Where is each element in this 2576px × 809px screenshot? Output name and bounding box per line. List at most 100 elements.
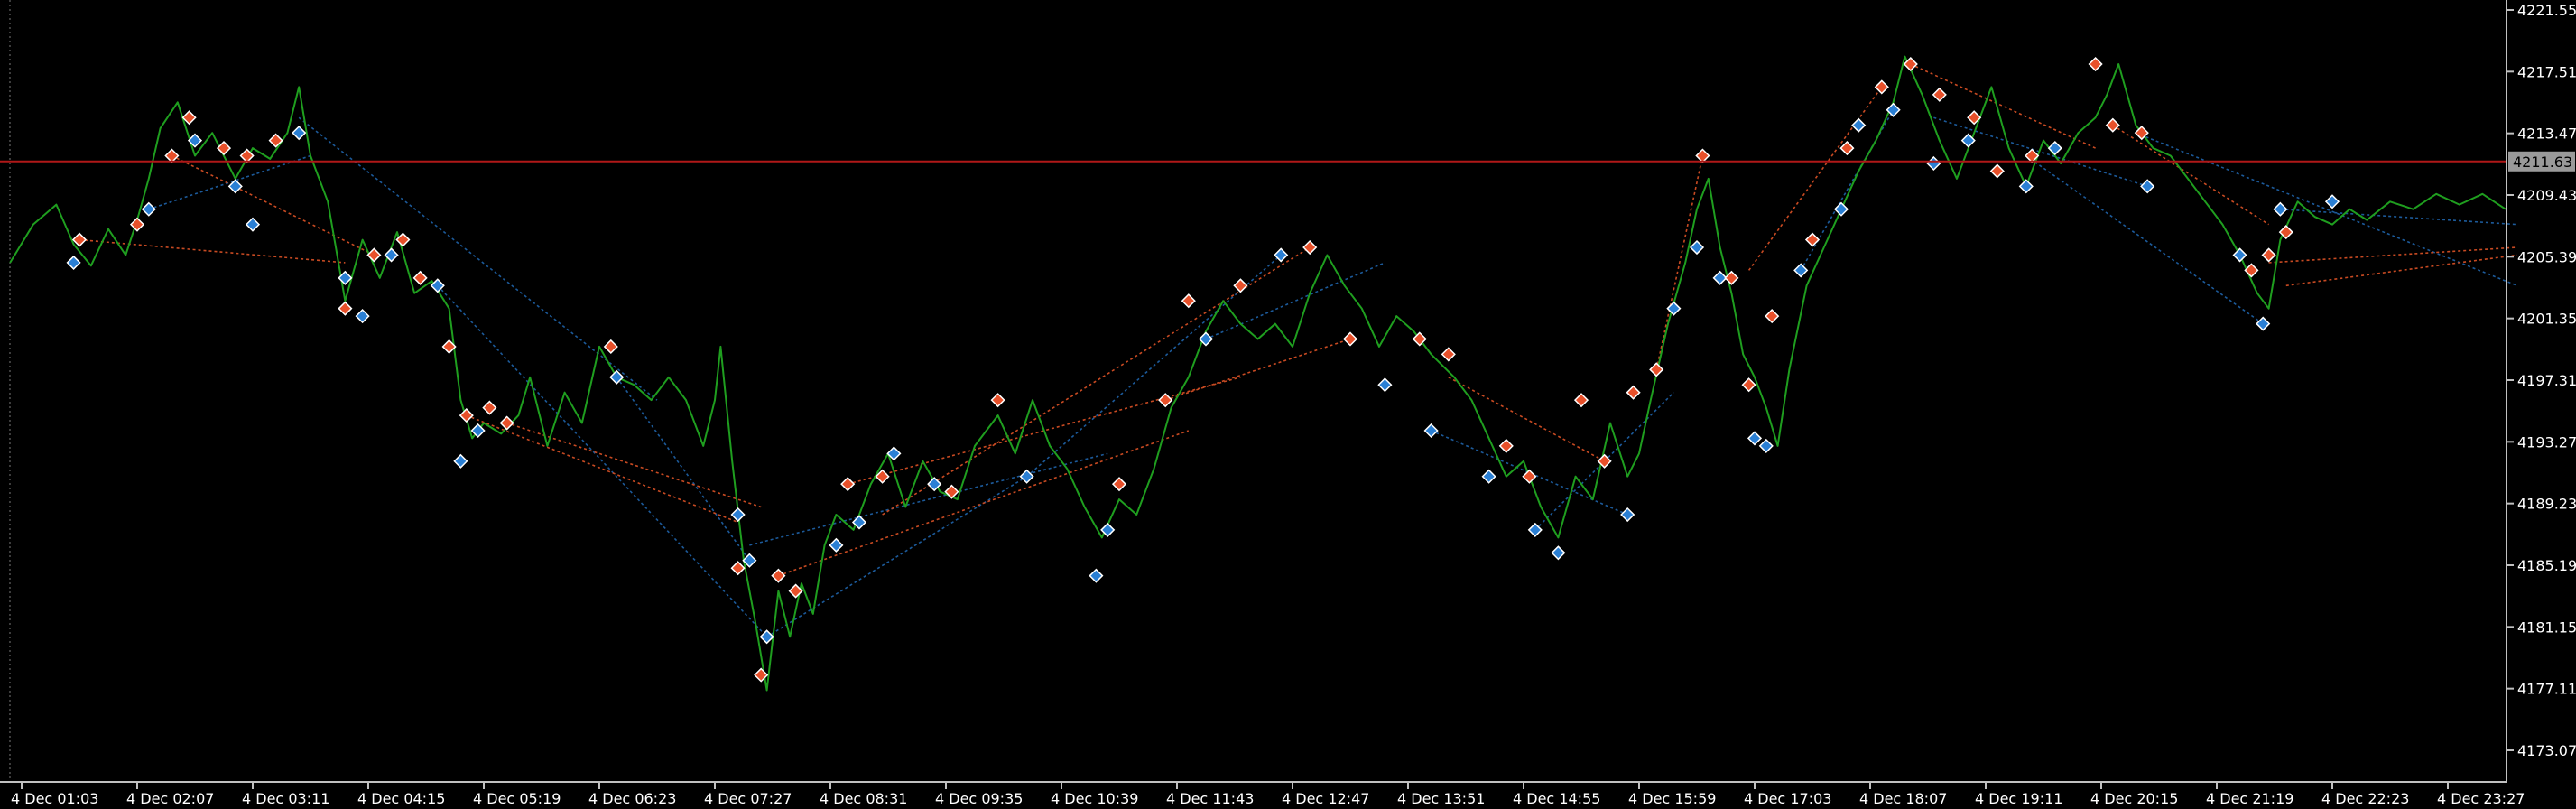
buy-marker[interactable] bbox=[1551, 545, 1566, 561]
sell-marker[interactable] bbox=[1522, 469, 1537, 484]
buy-marker[interactable] bbox=[2232, 247, 2247, 263]
sell-marker[interactable] bbox=[1626, 385, 1641, 400]
sell-marker[interactable] bbox=[1233, 278, 1248, 293]
sell-marker[interactable] bbox=[1111, 477, 1127, 492]
sell-marker[interactable] bbox=[2105, 117, 2120, 133]
sell-marker[interactable] bbox=[1804, 232, 1821, 247]
buy-marker[interactable] bbox=[1481, 469, 1496, 484]
sell-marker[interactable] bbox=[1158, 393, 1173, 408]
buy-marker[interactable] bbox=[1960, 133, 1976, 148]
buy-marker[interactable] bbox=[453, 453, 468, 469]
sell-marker[interactable] bbox=[1412, 331, 1427, 347]
buy-marker[interactable] bbox=[730, 507, 746, 523]
buy-marker[interactable] bbox=[2324, 194, 2340, 209]
buy-marker[interactable] bbox=[1886, 102, 1901, 117]
buy-marker[interactable] bbox=[1747, 431, 1763, 446]
sell-marker[interactable] bbox=[1342, 331, 1358, 347]
buy-marker[interactable] bbox=[886, 446, 902, 461]
sell-marker[interactable] bbox=[338, 301, 353, 316]
sell-marker[interactable] bbox=[1302, 239, 1318, 256]
buy-marker[interactable] bbox=[141, 201, 156, 217]
buy-marker[interactable] bbox=[66, 255, 81, 270]
sell-marker[interactable] bbox=[1573, 393, 1589, 408]
buy-marker[interactable] bbox=[1620, 507, 1635, 523]
buy-marker[interactable] bbox=[742, 553, 757, 568]
buy-marker[interactable] bbox=[1758, 438, 1774, 453]
buy-marker[interactable] bbox=[384, 247, 399, 263]
buy-marker[interactable] bbox=[1100, 522, 1116, 537]
buy-marker[interactable] bbox=[2018, 179, 2034, 194]
sell-marker[interactable] bbox=[499, 415, 514, 431]
buy-marker[interactable] bbox=[430, 278, 445, 293]
buy-marker[interactable] bbox=[1689, 239, 1705, 256]
sell-marker[interactable] bbox=[1874, 79, 1889, 95]
sell-marker[interactable] bbox=[181, 110, 197, 126]
sell-marker[interactable] bbox=[1839, 141, 1855, 156]
sell-marker[interactable] bbox=[730, 561, 746, 576]
buy-marker[interactable] bbox=[1198, 331, 1214, 347]
sell-marker[interactable] bbox=[990, 393, 1005, 408]
sell-marker[interactable] bbox=[2261, 247, 2276, 263]
buy-marker[interactable] bbox=[2273, 201, 2288, 217]
sell-marker[interactable] bbox=[1649, 362, 1664, 377]
buy-marker[interactable] bbox=[245, 217, 261, 232]
sell-marker[interactable] bbox=[771, 568, 786, 583]
buy-marker[interactable] bbox=[2047, 141, 2062, 156]
sell-marker[interactable] bbox=[129, 217, 145, 232]
sell-marker[interactable] bbox=[603, 339, 618, 355]
price-axis[interactable]: 4221.55 4217.51 4213.47 4209.43 4205.39 4201.… bbox=[2507, 2, 2576, 759]
buy-marker[interactable] bbox=[1666, 301, 1682, 316]
buy-marker[interactable] bbox=[759, 629, 774, 645]
sell-marker[interactable] bbox=[2134, 126, 2149, 141]
sell-marker[interactable] bbox=[268, 133, 283, 148]
sell-marker[interactable] bbox=[1498, 438, 1514, 453]
sell-marker[interactable] bbox=[395, 232, 411, 247]
buy-marker[interactable] bbox=[1527, 522, 1543, 537]
sell-marker[interactable] bbox=[2244, 263, 2259, 278]
buy-marker[interactable] bbox=[829, 537, 844, 553]
sell-marker[interactable] bbox=[840, 477, 856, 492]
sell-marker[interactable] bbox=[1724, 270, 1739, 285]
buy-marker[interactable] bbox=[292, 126, 307, 141]
sell-marker[interactable] bbox=[788, 583, 803, 599]
buy-marker[interactable] bbox=[1377, 377, 1393, 393]
buy-marker[interactable] bbox=[1423, 423, 1439, 439]
buy-marker[interactable] bbox=[1274, 247, 1289, 263]
sell-marker[interactable] bbox=[459, 408, 474, 423]
sell-marker[interactable] bbox=[482, 400, 497, 415]
sell-marker[interactable] bbox=[1903, 56, 1918, 72]
buy-marker[interactable] bbox=[355, 309, 370, 324]
sell-marker[interactable] bbox=[216, 141, 232, 156]
buy-marker[interactable] bbox=[609, 369, 625, 385]
sell-marker[interactable] bbox=[1181, 293, 1196, 309]
buy-marker[interactable] bbox=[1089, 568, 1104, 583]
sell-marker[interactable] bbox=[1741, 377, 1756, 393]
sell-marker[interactable] bbox=[1597, 453, 1612, 469]
sell-marker[interactable] bbox=[441, 339, 457, 355]
sell-marker[interactable] bbox=[875, 469, 890, 484]
buy-marker[interactable] bbox=[227, 179, 243, 194]
sell-marker[interactable] bbox=[1932, 87, 1947, 102]
sell-marker[interactable] bbox=[1441, 347, 1456, 362]
buy-marker[interactable] bbox=[851, 515, 867, 530]
buy-marker[interactable] bbox=[2140, 179, 2155, 194]
sell-marker[interactable] bbox=[1967, 110, 1982, 126]
buy-marker[interactable] bbox=[1019, 469, 1034, 484]
buy-marker[interactable] bbox=[1712, 270, 1728, 285]
sell-marker[interactable] bbox=[2088, 56, 2103, 72]
time-axis[interactable]: 4 Dec 01:03 4 Dec 02:07 4 Dec 03:11 4 Dec 0… bbox=[11, 782, 2525, 807]
buy-marker[interactable] bbox=[2256, 316, 2271, 331]
sell-marker[interactable] bbox=[944, 484, 959, 499]
buy-marker[interactable] bbox=[1851, 117, 1867, 133]
sell-marker[interactable] bbox=[71, 232, 88, 247]
sell-marker[interactable] bbox=[1765, 309, 1780, 324]
buy-marker[interactable] bbox=[1833, 201, 1849, 217]
sell-marker[interactable] bbox=[754, 667, 769, 683]
buy-marker[interactable] bbox=[1793, 263, 1809, 278]
sell-marker[interactable] bbox=[1989, 163, 2005, 179]
sell-marker[interactable] bbox=[2278, 225, 2293, 240]
buy-marker[interactable] bbox=[338, 270, 353, 285]
buy-marker[interactable] bbox=[187, 133, 203, 148]
buy-marker[interactable] bbox=[470, 423, 486, 439]
